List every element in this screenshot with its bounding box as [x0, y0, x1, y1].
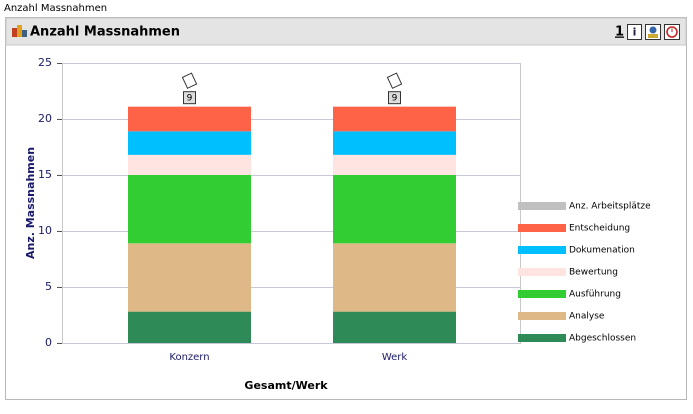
- svg-text:i: i: [633, 26, 637, 39]
- legend-swatch: [518, 268, 566, 276]
- legend-label: Anz. Arbeitsplätze: [569, 202, 651, 212]
- x-tick-label: Werk: [382, 352, 408, 363]
- panel-title: Anzahl Massnahmen: [30, 25, 180, 40]
- legend-swatch: [518, 290, 566, 298]
- y-tick-label: 10: [38, 224, 52, 237]
- bar-segment: [333, 175, 456, 244]
- y-tick-label: 20: [38, 112, 52, 125]
- history-button[interactable]: [664, 24, 680, 40]
- legend-label: Bewertung: [569, 268, 618, 278]
- bar-segment: [128, 175, 251, 244]
- panel-icon: [12, 25, 27, 37]
- page-number[interactable]: 1: [615, 25, 624, 40]
- legend-swatch: [518, 224, 566, 232]
- bar-icon: [386, 72, 403, 89]
- x-tick-label: Konzern: [169, 352, 209, 363]
- user-button[interactable]: [645, 24, 661, 40]
- y-tick-label: 25: [38, 56, 52, 69]
- bar-label: 9: [187, 94, 193, 104]
- bar-segment: [333, 106, 456, 132]
- y-tick-label: 15: [38, 168, 52, 181]
- legend-swatch: [518, 246, 566, 254]
- bar-segment: [333, 131, 456, 155]
- y-tick-label: 0: [45, 336, 52, 349]
- bar-segment: [333, 154, 456, 175]
- bar-label-box: [183, 91, 196, 105]
- legend-label: Dokumenation: [569, 246, 635, 256]
- bar-segment: [128, 106, 251, 132]
- bar-segment: [128, 243, 251, 312]
- legend-label: Ausführung: [569, 290, 621, 300]
- bar-label: 9: [392, 94, 398, 104]
- bar-segment: [128, 154, 251, 175]
- panel-header: [5, 17, 687, 46]
- legend-label: Analyse: [569, 312, 605, 322]
- legend-label: Entscheidung: [569, 224, 630, 234]
- bar-segment: [128, 311, 251, 343]
- bar-segment: [333, 243, 456, 312]
- legend-swatch: [518, 334, 566, 342]
- x-axis-label: Gesamt/Werk: [244, 379, 328, 392]
- caption: Anzahl Massnahmen: [4, 3, 107, 14]
- legend-label: Abgeschlossen: [569, 334, 636, 344]
- bar-label-box: [388, 91, 401, 105]
- bar-segment: [333, 311, 456, 343]
- info-button[interactable]: i: [627, 24, 642, 40]
- legend-swatch: [518, 312, 566, 320]
- y-tick-label: 5: [45, 280, 52, 293]
- bar-icon: [181, 72, 198, 89]
- bar-segment: [128, 131, 251, 155]
- legend-swatch: [518, 202, 566, 210]
- y-axis-label: Anz. Massnahmen: [24, 147, 37, 259]
